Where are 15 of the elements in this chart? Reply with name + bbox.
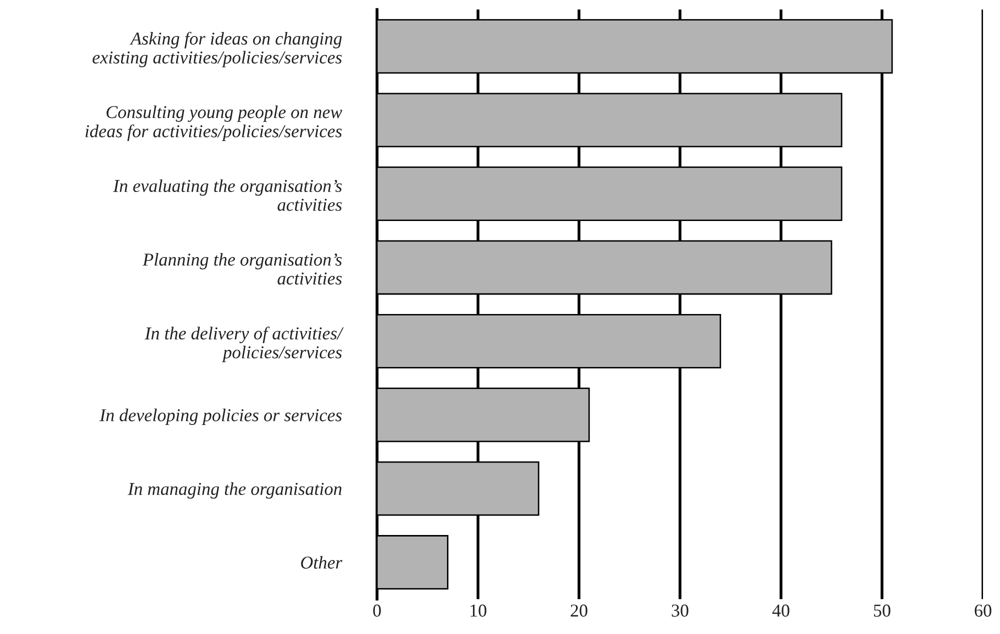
y-tick-label: In developing policies or services <box>100 408 342 425</box>
x-tick-label: 10 <box>470 604 486 617</box>
y-tick-label: In evaluating the organisation’s activities <box>113 179 342 211</box>
y-tick-label: Other <box>301 556 342 569</box>
y-tick-label: Asking for ideas on changing existing activities/policies/services <box>92 32 342 68</box>
x-tick-label: 50 <box>874 604 890 617</box>
x-tick-label: 30 <box>672 604 688 617</box>
x-tick-label: 20 <box>570 604 588 617</box>
y-tick-label: In the delivery of activities/ policies/services <box>144 326 344 362</box>
y-tick-label: In managing the organisation <box>128 482 342 499</box>
x-tick-label: 60 <box>974 604 992 617</box>
y-tick-label: Planning the organisation’s activities <box>142 253 342 285</box>
y-tick-label: Consulting young people on new ideas for activities/policies/services <box>86 105 342 142</box>
x-tick-label: 0 <box>373 604 381 617</box>
x-tick-label: 40 <box>772 604 790 617</box>
